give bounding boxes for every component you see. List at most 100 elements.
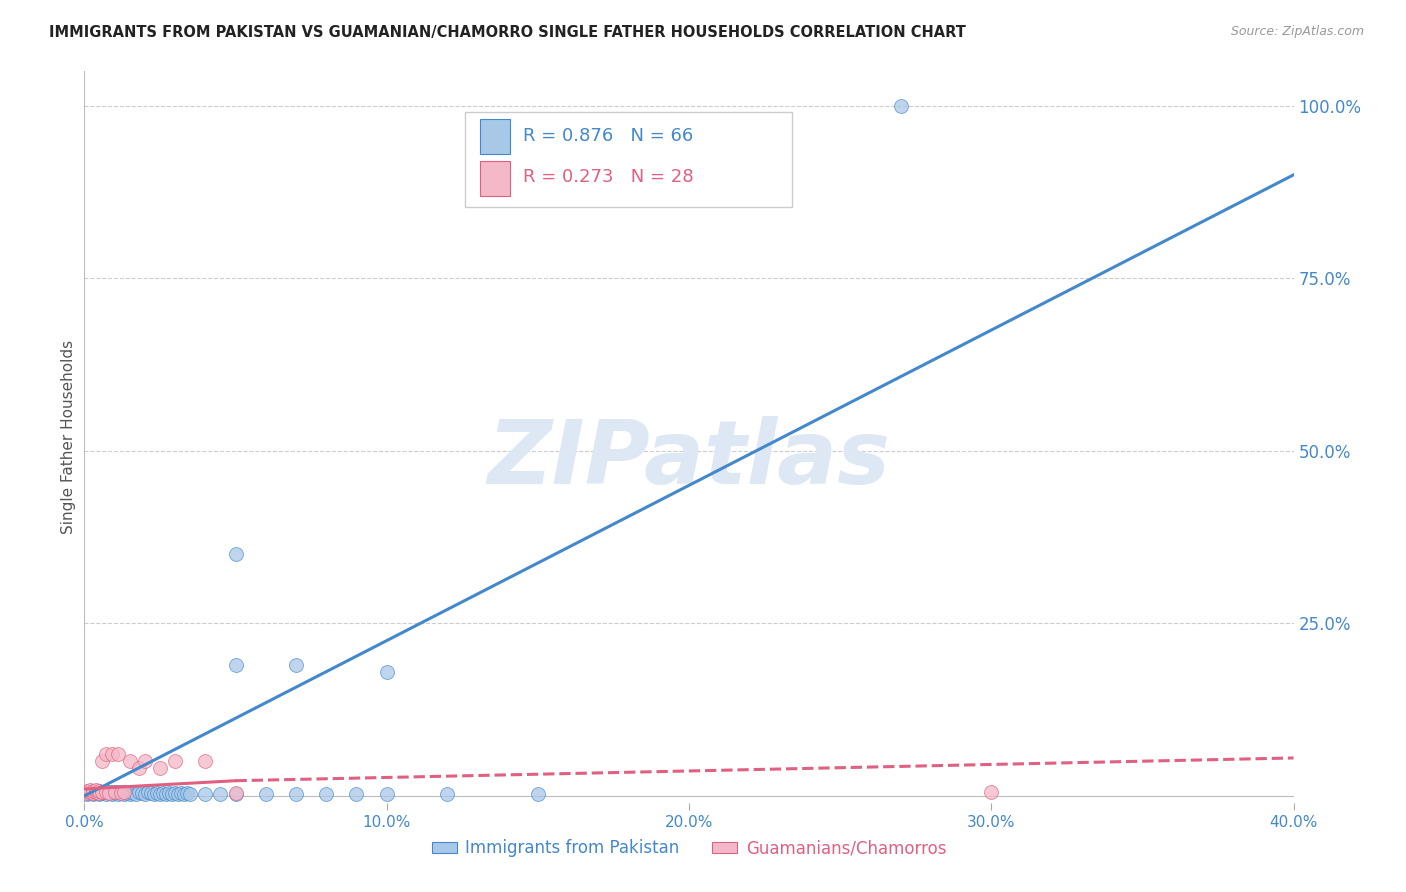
Point [118,755,141,769]
Point [157,786,180,800]
Legend: Immigrants from Pakistan, Guamanians/Chamorros: Immigrants from Pakistan, Guamanians/Cha… [425,832,953,864]
Point [176,786,198,800]
Point [86,786,108,800]
Point [110,786,132,800]
Point [104,785,127,799]
Point [118,787,141,801]
Point [165,755,187,769]
Point [375,665,398,679]
Point [110,785,132,799]
Point [285,657,308,672]
Point [149,761,172,775]
Point [94,785,117,799]
Point [112,785,135,799]
Point [194,787,217,801]
Point [97,786,120,800]
Point [118,785,141,799]
Point [82,787,104,801]
Point [160,787,183,801]
Point [315,787,337,801]
Point [149,787,172,801]
Point [91,785,114,799]
Point [285,787,308,801]
Point [79,785,101,799]
Point [76,784,98,798]
Text: ZIPatlas: ZIPatlas [488,416,890,502]
Point [155,787,177,801]
Point [146,786,169,800]
Point [112,785,135,799]
Point [89,787,111,801]
Point [115,786,138,800]
Point [79,783,101,797]
Y-axis label: Single Father Households: Single Father Households [60,340,76,534]
Point [94,747,117,762]
Point [100,787,122,801]
Point [165,786,187,800]
Point [209,787,232,801]
Point [142,787,165,801]
Point [112,787,135,801]
Point [225,786,247,800]
Point [104,785,127,799]
Point [100,785,122,799]
Point [91,785,114,799]
Point [134,755,156,769]
Bar [465,112,792,207]
Point [194,755,217,769]
Point [86,785,108,799]
Point [110,786,132,800]
Point [173,787,195,801]
Point [76,787,98,801]
Point [527,787,550,801]
Point [76,786,98,800]
Point [167,787,190,801]
Point [79,785,101,799]
Point [436,787,458,801]
Point [82,786,104,800]
Bar [479,119,510,154]
Text: R = 0.273   N = 28: R = 0.273 N = 28 [523,169,695,186]
Point [121,786,143,800]
Point [131,786,153,800]
Point [128,785,150,799]
Point [107,747,129,762]
Point [107,785,129,799]
Point [107,787,129,801]
Point [128,761,150,775]
Point [79,786,101,800]
Point [89,785,111,799]
Point [82,785,104,799]
Point [346,787,368,801]
Point [104,786,127,800]
Point [225,657,247,672]
Text: Source: ZipAtlas.com: Source: ZipAtlas.com [1230,25,1364,38]
Point [375,787,398,801]
Point [94,785,117,799]
Point [136,785,159,799]
Point [97,786,120,800]
Point [82,784,104,798]
Point [980,785,1002,799]
Point [91,786,114,800]
Point [225,548,247,562]
Text: IMMIGRANTS FROM PAKISTAN VS GUAMANIAN/CHAMORRO SINGLE FATHER HOUSEHOLDS CORRELAT: IMMIGRANTS FROM PAKISTAN VS GUAMANIAN/CH… [49,25,966,40]
Point [179,787,201,801]
Point [139,786,162,800]
Point [125,787,148,801]
Point [97,785,120,799]
Point [89,784,111,798]
Point [89,784,111,798]
Point [100,747,122,762]
Point [134,787,156,801]
Point [76,785,98,799]
Point [86,785,108,799]
Bar [479,161,510,195]
Text: R = 0.876   N = 66: R = 0.876 N = 66 [523,127,693,145]
Point [86,783,108,797]
Point [94,787,117,801]
Point [152,786,174,800]
Point [170,786,193,800]
Point [91,755,114,769]
Point [254,787,277,801]
